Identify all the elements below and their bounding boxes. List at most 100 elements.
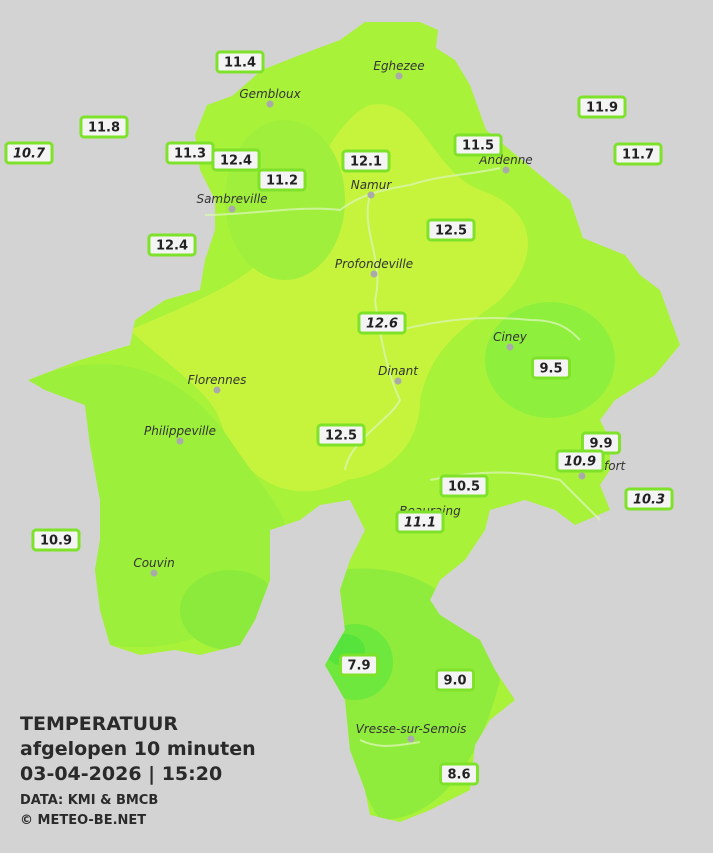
station-value: 10.5	[448, 480, 480, 495]
station-box	[357, 311, 407, 335]
station-box	[426, 218, 476, 242]
station: 10.3	[624, 487, 674, 511]
station: 8.6	[438, 762, 480, 786]
station-value: 7.9	[347, 659, 370, 674]
station: 12.4	[211, 148, 261, 172]
station: 10.9	[31, 528, 81, 552]
station-box	[624, 487, 674, 511]
city-dot	[395, 72, 403, 80]
station: 7.9	[338, 653, 380, 677]
city-dot	[367, 191, 375, 199]
station-box	[4, 141, 54, 165]
legend-subtitle: afgelopen 10 minuten	[20, 738, 256, 760]
station-value: 11.7	[622, 148, 654, 163]
station: 10.9	[555, 449, 605, 473]
legend: TEMPERATUUR afgelopen 10 minuten 03-04-2…	[20, 713, 256, 828]
station-value: 12.1	[350, 155, 382, 170]
station-value: 12.4	[220, 154, 252, 169]
city-dot	[150, 569, 158, 577]
station-value: 9.9	[589, 437, 612, 452]
station-value: 11.5	[462, 139, 494, 154]
city-dot	[228, 205, 236, 213]
city-label: Sambreville	[196, 192, 267, 206]
rivers	[204, 167, 601, 747]
station-value: 12.5	[435, 224, 467, 239]
station-value: 12.4	[156, 239, 188, 254]
station-box	[438, 762, 480, 786]
station: 10.5	[439, 474, 489, 498]
station-value: 10.9	[564, 455, 596, 470]
city-label: Florennes	[188, 373, 247, 387]
station: 11.1	[395, 510, 445, 534]
city-label: Namur	[351, 178, 393, 192]
station-box	[316, 423, 366, 447]
city-dot	[370, 270, 378, 278]
city-dot	[506, 343, 514, 351]
station-box	[555, 449, 605, 473]
station-value: 11.2	[266, 174, 298, 189]
station-box	[439, 474, 489, 498]
city-label: Vresse-sur-Semois	[356, 722, 467, 736]
city-dot	[394, 377, 402, 385]
station-value: 11.4	[224, 56, 256, 71]
station-box	[215, 50, 265, 74]
station-box	[211, 148, 261, 172]
station-box	[530, 356, 572, 380]
station: 11.7	[613, 142, 663, 166]
city-dot	[213, 386, 221, 394]
city-label: Eghezee	[373, 59, 424, 73]
station: 9.0	[434, 668, 476, 692]
station: 12.5	[316, 423, 366, 447]
station: 11.9	[577, 95, 627, 119]
station-box	[577, 95, 627, 119]
station-value: 11.3	[174, 147, 206, 162]
city-label: Dinant	[378, 364, 419, 378]
station-box	[395, 510, 445, 534]
station-box	[613, 142, 663, 166]
station: 11.8	[79, 115, 129, 139]
station-box	[434, 668, 476, 692]
station-value: 10.9	[40, 534, 72, 549]
station: 12.1	[341, 149, 391, 173]
station-value: 9.5	[539, 362, 562, 377]
station: 12.6	[357, 311, 407, 335]
city-dot	[176, 437, 184, 445]
city-dot	[502, 166, 510, 174]
station: 11.5	[453, 133, 503, 157]
legend-title: TEMPERATUUR	[20, 713, 178, 735]
legend-credit: © METEO-BE.NET	[20, 813, 146, 828]
station-value: 8.6	[447, 768, 470, 783]
city-label: Couvin	[133, 556, 174, 570]
city-label: Profondeville	[335, 257, 413, 271]
station-box	[31, 528, 81, 552]
city-dot	[578, 472, 586, 480]
station-box	[341, 149, 391, 173]
station-value: 11.1	[404, 516, 436, 531]
station-box	[257, 168, 307, 192]
station-box	[453, 133, 503, 157]
city-label: Gembloux	[239, 87, 301, 101]
station: 11.3	[165, 141, 215, 165]
station-value: 12.6	[366, 317, 398, 332]
legend-source: DATA: KMI & BMCB	[20, 793, 158, 808]
station-box	[338, 653, 380, 677]
station: 12.4	[147, 233, 197, 257]
station-box	[79, 115, 129, 139]
city-label: Ciney	[493, 330, 528, 344]
city-dot	[266, 100, 274, 108]
station-value: 9.0	[443, 674, 466, 689]
city-label: Philippeville	[144, 424, 216, 438]
station-box	[147, 233, 197, 257]
station: 11.4	[215, 50, 265, 74]
station-value: 10.7	[13, 147, 46, 162]
station-value: 12.5	[325, 429, 357, 444]
station: 12.5	[426, 218, 476, 242]
station-value: 11.8	[88, 121, 120, 136]
legend-datetime: 03-04-2026 | 15:20	[20, 763, 222, 785]
station-layer: 11.4 11.8 10.7 11.3 12.4 12.1 11.2 11.5 11.9 11.7…	[4, 50, 674, 786]
station: 10.7	[4, 141, 54, 165]
station-value: 10.3	[633, 493, 665, 508]
city-dot	[407, 735, 415, 743]
station: 11.2	[257, 168, 307, 192]
